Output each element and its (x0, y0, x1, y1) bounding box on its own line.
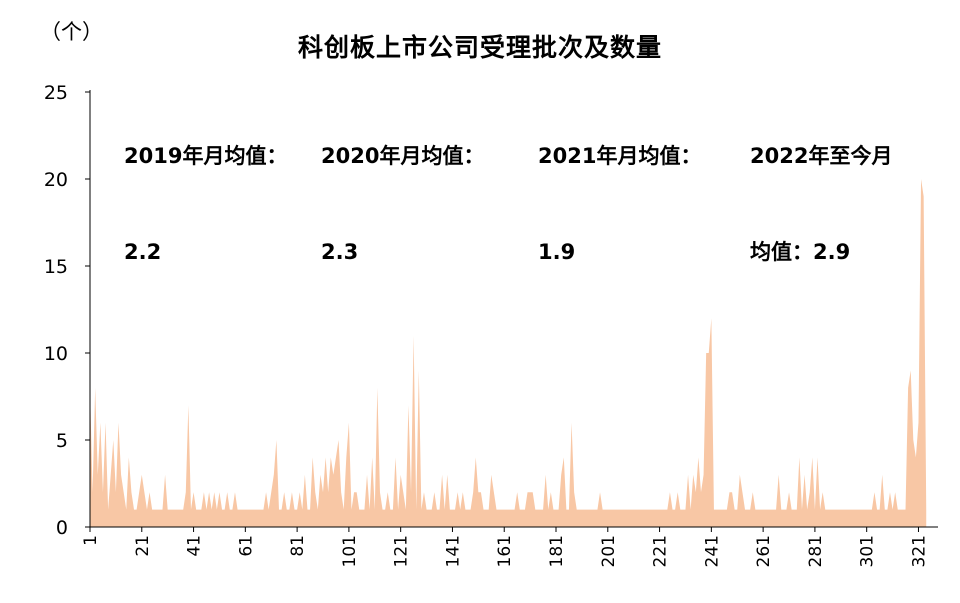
x-tick-label: 81 (288, 535, 308, 557)
x-tick-label: 301 (858, 535, 878, 567)
y-tick-label: 0 (56, 517, 68, 539)
x-tick-label: 121 (392, 535, 412, 567)
annotation-2021-label: 2021年月均值： (538, 144, 702, 168)
annotation-2019-label: 2019年月均值： (124, 144, 288, 168)
area-series-0 (90, 179, 927, 527)
x-tick-label: 161 (495, 535, 515, 567)
x-tick-label: 261 (754, 535, 774, 567)
x-tick-label: 281 (806, 535, 826, 567)
y-unit-label: （个） (40, 20, 103, 44)
x-tick-label: 141 (443, 535, 463, 567)
x-tick-label: 181 (547, 535, 567, 567)
annotation-2022-value: 均值：2.9 (750, 240, 851, 264)
annotation-2020-value: 2.3 (321, 240, 359, 264)
x-tick-label: 101 (340, 535, 360, 567)
annotation-2022: 2022年至今月 均值：2.9 (750, 76, 892, 300)
annotation-2021: 2021年月均值： 1.9 (538, 76, 701, 300)
chart-title: 科创板上市公司受理批次及数量 (297, 33, 662, 62)
annotation-2019-value: 2.2 (124, 240, 162, 264)
x-tick-label: 221 (651, 535, 671, 567)
y-tick-label: 20 (44, 169, 68, 191)
y-tick-label: 5 (56, 430, 68, 452)
area-layer (90, 179, 927, 527)
y-tick-label: 15 (44, 256, 68, 278)
x-tick-label: 61 (236, 535, 256, 557)
y-tick-label: 10 (44, 343, 68, 365)
annotation-2019: 2019年月均值： 2.2 (124, 76, 287, 300)
annotation-2020: 2020年月均值： 2.3 (321, 76, 484, 300)
annotation-2022-label: 2022年至今月 (750, 144, 893, 168)
annotation-2021-value: 1.9 (538, 240, 576, 264)
y-tick-label: 25 (44, 82, 68, 104)
x-tick-label: 1 (81, 535, 101, 546)
x-tick-label: 321 (909, 535, 929, 567)
x-tick-label: 241 (702, 535, 722, 567)
annotation-2020-label: 2020年月均值： (321, 144, 485, 168)
x-tick-label: 201 (599, 535, 619, 567)
x-tick-label: 41 (185, 535, 205, 557)
x-tick-label: 21 (133, 535, 153, 557)
